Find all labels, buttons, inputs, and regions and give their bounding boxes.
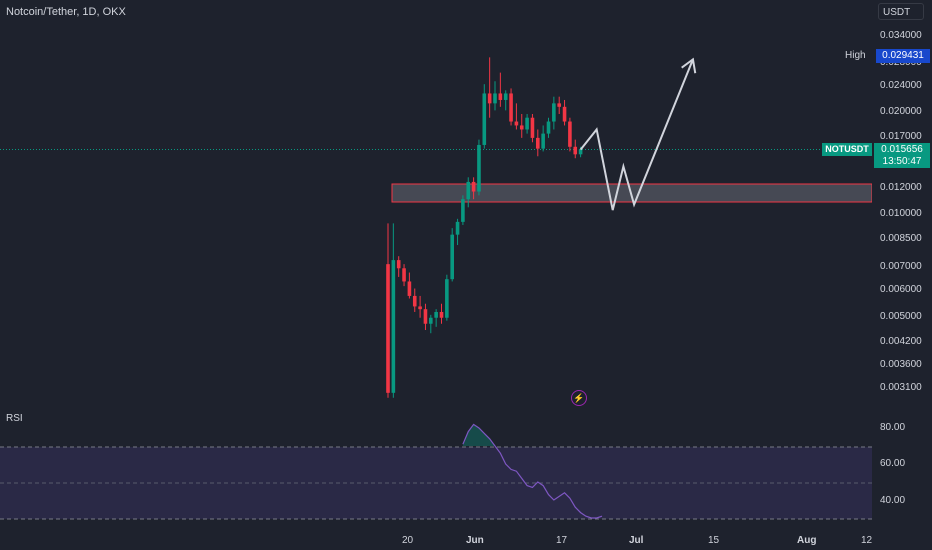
candle-body[interactable]	[423, 309, 428, 324]
candle-body[interactable]	[461, 199, 465, 222]
main-chart-svg[interactable]	[0, 0, 873, 530]
candle-body[interactable]	[412, 295, 417, 307]
time-tick: Jun	[466, 535, 484, 546]
price-tick: 0.003600	[880, 359, 922, 370]
candle-body[interactable]	[434, 311, 438, 318]
time-tick: 15	[708, 535, 720, 546]
candle-body[interactable]	[402, 268, 406, 282]
rsi-tick: 60.00	[880, 458, 906, 469]
lightning-icon[interactable]: ⚡	[571, 390, 587, 406]
last-price-badge: 0.015656	[874, 143, 930, 156]
time-tick: 17	[556, 535, 568, 546]
rsi-overbought-fill	[462, 424, 495, 446]
candle-body[interactable]	[418, 306, 422, 310]
high-price-badge: 0.029431	[876, 49, 930, 63]
price-tick: 0.005000	[880, 311, 922, 322]
candle-body[interactable]	[552, 103, 556, 122]
candle-body[interactable]	[477, 144, 481, 192]
currency-button[interactable]: USDT	[878, 3, 924, 20]
symbol-badge: NOTUSDT	[822, 143, 872, 156]
rsi-indicator-label[interactable]: RSI	[6, 413, 23, 424]
time-tick: 20	[402, 535, 414, 546]
price-tick: 0.020000	[880, 106, 922, 117]
price-tick: 0.004200	[880, 336, 922, 347]
price-tick: 0.034000	[880, 30, 922, 41]
symbol-title[interactable]: Notcoin/Tether, 1D, OKX	[6, 6, 126, 18]
candle-body[interactable]	[568, 121, 572, 147]
candle-body[interactable]	[487, 93, 492, 104]
price-axis[interactable]	[872, 0, 932, 530]
price-tick: 0.007000	[880, 261, 922, 272]
price-tick: 0.006000	[880, 284, 922, 295]
time-tick: Aug	[797, 535, 817, 546]
price-tick: 0.017000	[880, 131, 922, 142]
chart-area[interactable]: Notcoin/Tether, 1D, OKX RSI ⚡	[0, 0, 873, 530]
candle-body[interactable]	[498, 93, 503, 100]
candle-body[interactable]	[578, 149, 583, 155]
candle-body[interactable]	[503, 93, 508, 100]
high-label: High	[845, 50, 866, 61]
rsi-line	[462, 423, 603, 519]
candle-body[interactable]	[557, 103, 561, 107]
candle-body[interactable]	[525, 117, 529, 130]
price-tick: 0.008500	[880, 233, 922, 244]
price-tick: 0.012000	[880, 182, 922, 193]
candle-body[interactable]	[509, 93, 513, 122]
candle-body[interactable]	[466, 181, 471, 200]
price-tick: 0.024000	[880, 80, 922, 91]
candle-body[interactable]	[386, 264, 390, 393]
time-axis[interactable]	[0, 530, 932, 550]
candle-body[interactable]	[530, 117, 535, 138]
candle-body[interactable]	[514, 121, 519, 126]
candle-body[interactable]	[493, 93, 497, 104]
candle-body[interactable]	[455, 221, 460, 235]
candle-body[interactable]	[536, 137, 540, 149]
candle-body[interactable]	[519, 125, 524, 130]
candle-body[interactable]	[541, 133, 545, 149]
candle-body[interactable]	[573, 146, 578, 155]
time-tick: 12	[861, 535, 873, 546]
bar-countdown-badge: 13:50:47	[874, 156, 930, 168]
price-tick: 0.003100	[880, 382, 922, 393]
candle-body[interactable]	[562, 106, 567, 122]
projection-path[interactable]	[579, 59, 694, 211]
candle-body[interactable]	[396, 260, 401, 269]
candle-body[interactable]	[482, 93, 487, 145]
time-tick: Jul	[629, 535, 644, 546]
candle-body[interactable]	[450, 234, 454, 280]
candles-group	[386, 57, 583, 398]
candle-body[interactable]	[471, 181, 476, 192]
projection-arrowhead	[681, 57, 697, 74]
candle-body[interactable]	[391, 260, 396, 393]
rsi-tick: 40.00	[880, 495, 906, 506]
candle-body[interactable]	[429, 317, 433, 324]
candle-body[interactable]	[439, 311, 444, 318]
rsi-tick: 80.00	[880, 422, 906, 433]
candle-body[interactable]	[407, 281, 412, 296]
price-tick: 0.010000	[880, 208, 922, 219]
candle-body[interactable]	[546, 121, 551, 134]
candle-body[interactable]	[445, 279, 449, 318]
